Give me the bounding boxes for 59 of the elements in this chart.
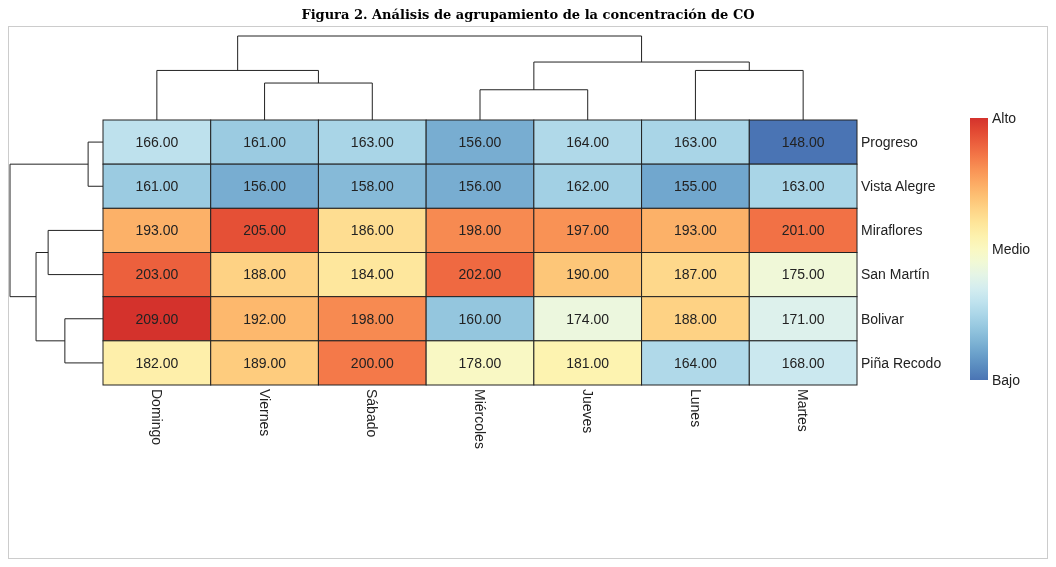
color-bar-label: Medio	[992, 240, 1031, 257]
data-label: 171.00	[781, 310, 825, 327]
data-label: 187.00	[674, 266, 718, 283]
data-label: 193.00	[674, 222, 718, 239]
x-tick-label: Viernes	[256, 389, 273, 437]
data-label: 158.00	[350, 178, 394, 195]
data-label: 198.00	[458, 222, 502, 239]
data-label: 164.00	[674, 354, 718, 371]
x-tick-label: Domingo	[148, 389, 165, 446]
color-bar-label: Alto	[992, 109, 1017, 126]
data-label: 164.00	[566, 133, 610, 150]
data-label: 190.00	[566, 266, 610, 283]
data-label: 182.00	[135, 354, 179, 371]
data-label: 192.00	[243, 310, 287, 327]
color-bar-label: Bajo	[992, 371, 1021, 388]
data-label: 188.00	[674, 310, 718, 327]
data-label: 163.00	[781, 178, 825, 195]
data-label: 156.00	[458, 133, 502, 150]
data-label: 162.00	[566, 178, 610, 195]
data-label: 186.00	[350, 222, 394, 239]
data-label: 209.00	[135, 310, 179, 327]
chart-title: Figura 2. Análisis de agrupamiento de la concentración de CO	[301, 7, 755, 22]
data-label: 203.00	[135, 266, 179, 283]
data-label: 175.00	[781, 266, 825, 283]
data-label: 148.00	[781, 133, 825, 150]
data-label: 178.00	[458, 354, 502, 371]
data-label: 156.00	[458, 178, 502, 195]
data-label: 156.00	[243, 178, 287, 195]
data-label: 155.00	[674, 178, 718, 195]
x-tick-label: Martes	[795, 389, 812, 432]
data-label: 160.00	[458, 310, 502, 327]
y-tick-label: San Martín	[861, 266, 930, 283]
data-label: 184.00	[350, 266, 394, 283]
data-label: 163.00	[674, 133, 718, 150]
y-tick-label: Miraflores	[861, 222, 923, 239]
x-tick-label: Miércoles	[472, 389, 489, 449]
y-tick-label: Vista Alegre	[861, 178, 936, 195]
data-label: 181.00	[566, 354, 610, 371]
data-label: 188.00	[243, 266, 287, 283]
data-label: 161.00	[243, 133, 287, 150]
data-label: 201.00	[781, 222, 825, 239]
data-label: 174.00	[566, 310, 610, 327]
data-label: 200.00	[350, 354, 394, 371]
data-label: 205.00	[243, 222, 287, 239]
data-label: 197.00	[566, 222, 610, 239]
y-tick-label: Piña Recodo	[861, 354, 942, 371]
data-label: 193.00	[135, 222, 179, 239]
data-label: 161.00	[135, 178, 179, 195]
data-label: 163.00	[350, 133, 394, 150]
y-tick-label: Progreso	[861, 133, 919, 150]
data-label: 166.00	[135, 133, 179, 150]
data-label: 198.00	[350, 310, 394, 327]
x-tick-label: Jueves	[579, 389, 596, 434]
data-label: 189.00	[243, 354, 287, 371]
x-tick-label: Lunes	[687, 389, 704, 428]
data-label: 202.00	[458, 266, 502, 283]
x-tick-label: Sábado	[364, 389, 381, 438]
data-label: 168.00	[781, 354, 825, 371]
y-tick-label: Bolivar	[861, 310, 905, 327]
